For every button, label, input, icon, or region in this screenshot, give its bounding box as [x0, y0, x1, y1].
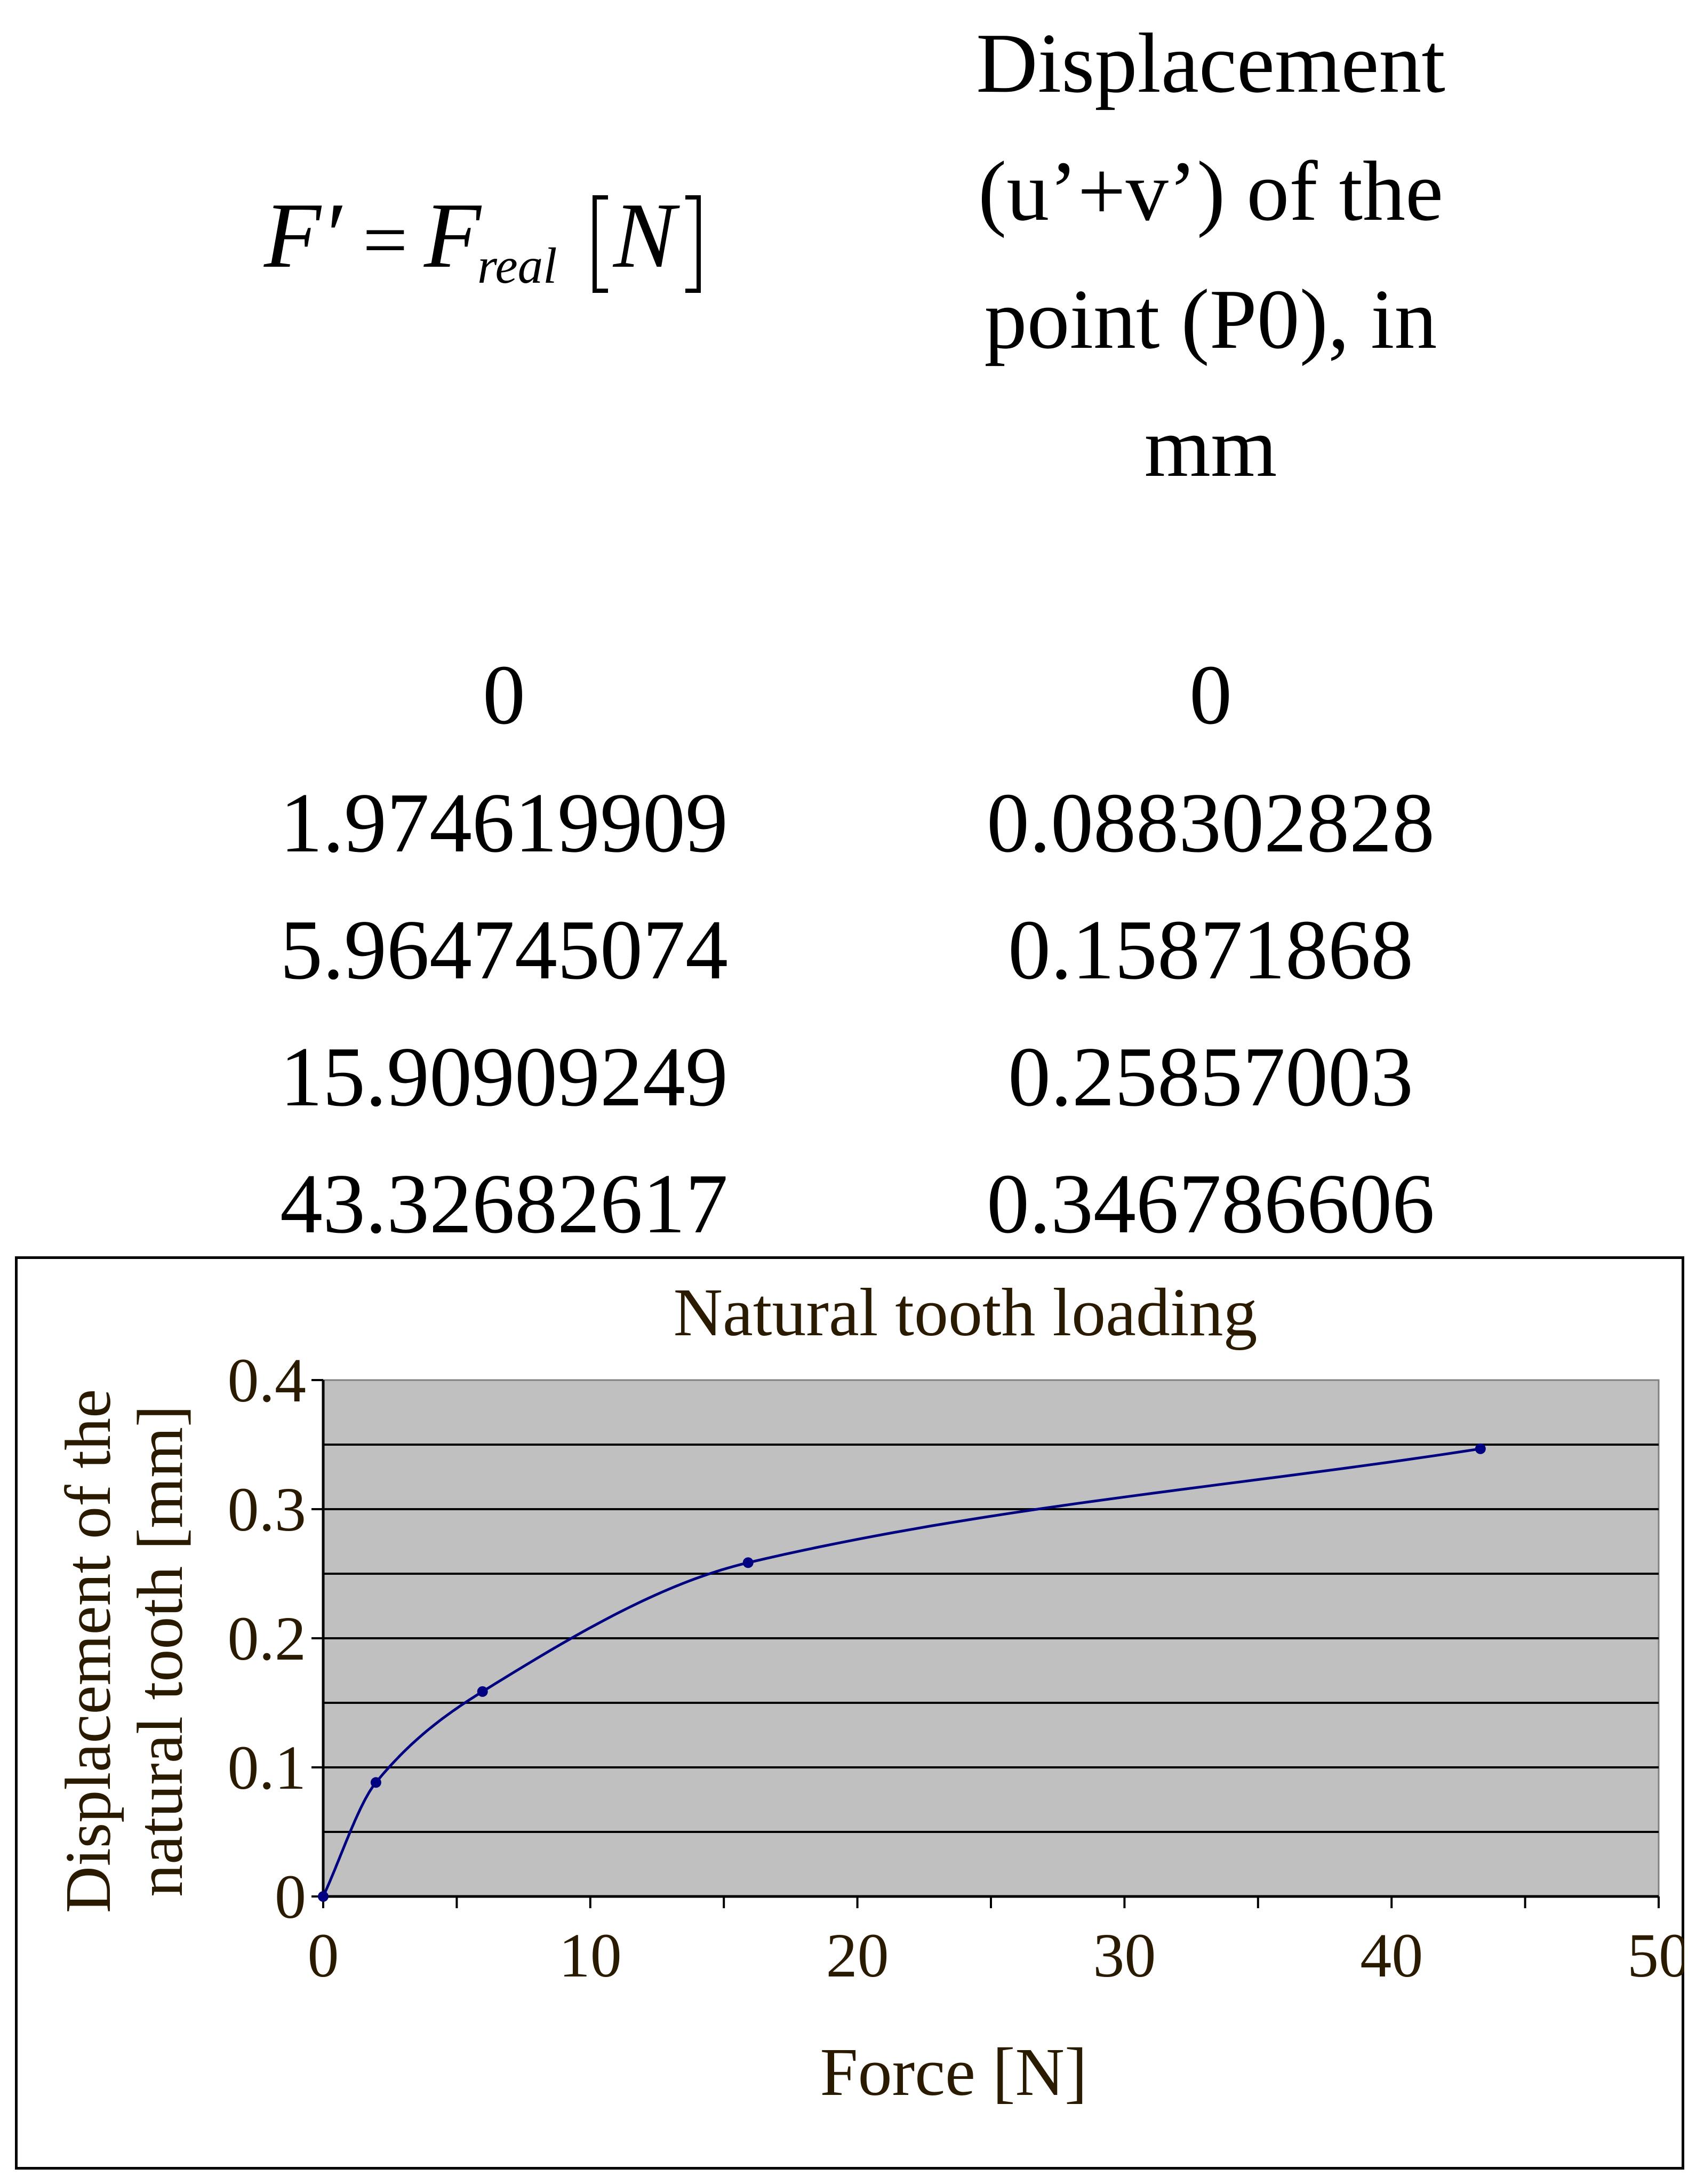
force-formula-svg: F′ = F real N — [263, 184, 701, 294]
y-tick-label: 0 — [275, 1862, 306, 1932]
data-point — [318, 1891, 329, 1902]
y-tick-label: 0.3 — [228, 1474, 307, 1544]
displacement-cell: 0 — [1189, 647, 1232, 742]
right-bracket — [685, 195, 701, 293]
header-disp-line3: point (P0), in — [984, 272, 1437, 366]
force-header-formula: F′ = F real N — [176, 176, 832, 315]
y-axis-label: Displacement of the — [52, 1389, 124, 1913]
left-bracket — [593, 195, 608, 293]
force-cell: 15.90909249 — [280, 1029, 728, 1124]
data-point — [370, 1777, 381, 1788]
data-point — [1475, 1443, 1486, 1454]
displacement-cell: 0.088302828 — [987, 775, 1435, 870]
force-cell: 1.974619909 — [280, 775, 728, 870]
x-tick-label: 0 — [308, 1920, 339, 1990]
natural-tooth-loading-chart: 0 0.1 0.2 0.3 0.4 0 10 20 30 40 50 Natural tooth lo… — [52, 1274, 1684, 2110]
data-point — [477, 1686, 488, 1697]
displacement-cell: 0.25857003 — [1008, 1029, 1413, 1124]
force-cell: 43.32682617 — [280, 1156, 728, 1251]
formula-unit: N — [612, 184, 680, 287]
x-tick-label: 20 — [826, 1920, 889, 1990]
y-tick-label: 0.1 — [228, 1733, 307, 1803]
chart-title: Natural tooth loading — [674, 1274, 1258, 1350]
force-cell: 0 — [483, 647, 525, 742]
displacement-cell: 0.15871868 — [1008, 902, 1413, 997]
data-point — [742, 1557, 754, 1568]
x-axis-label: Force [N] — [820, 2034, 1087, 2110]
y-axis-label: natural tooth [mm] — [124, 1405, 196, 1897]
force-cell: 5.964745074 — [280, 902, 728, 997]
x-tick-label: 50 — [1627, 1920, 1684, 1990]
header-disp-line1: Displacement — [976, 15, 1445, 110]
formula-lhs: F′ — [263, 184, 343, 287]
data-table: F′ = F real N Displacement (u’+v’) of th… — [176, 15, 1445, 1251]
formula-equals: = — [363, 196, 408, 284]
formula-subscript: real — [477, 237, 557, 294]
formula-f: F — [423, 184, 482, 287]
x-tick-label: 10 — [559, 1920, 622, 1990]
x-tick-label: 30 — [1093, 1920, 1156, 1990]
header-disp-line4: mm — [1144, 400, 1277, 495]
displacement-cell: 0.346786606 — [987, 1156, 1435, 1251]
header-disp-line2: (u’+v’) of the — [978, 144, 1444, 238]
y-tick-label: 0.2 — [228, 1604, 307, 1673]
x-tick-label: 40 — [1360, 1920, 1423, 1990]
y-tick-label: 0.4 — [228, 1345, 307, 1415]
